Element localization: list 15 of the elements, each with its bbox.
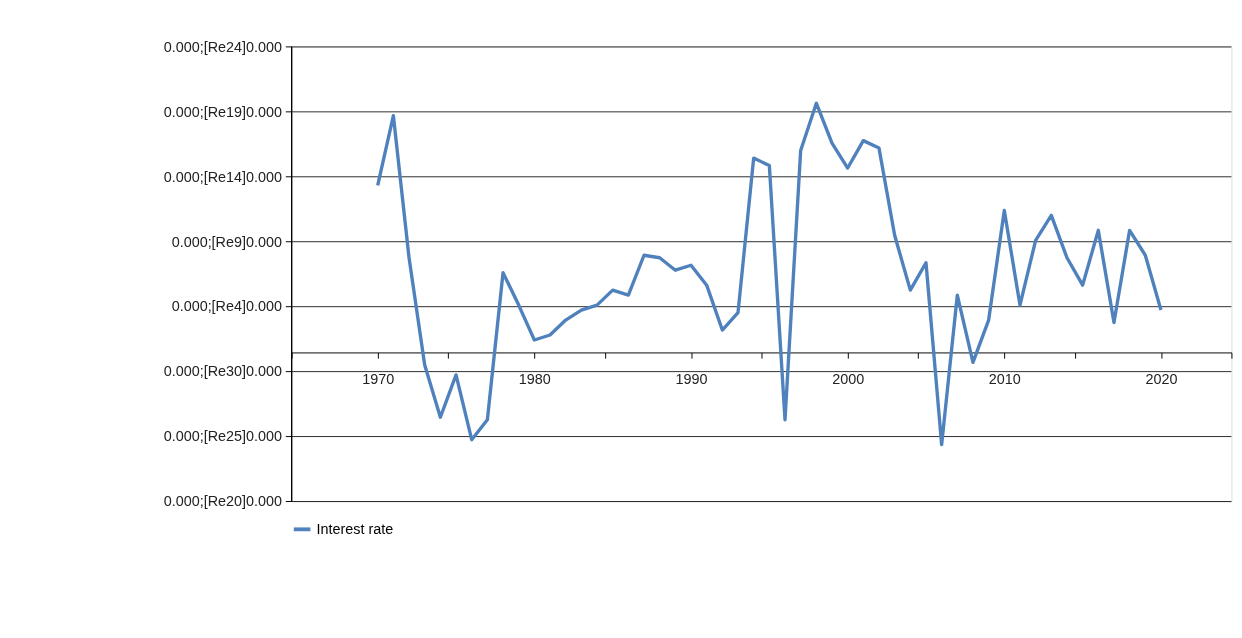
text: 0.000;[Re20]0.000 <box>163 493 282 510</box>
text: 0.000;[Re19]0.000 <box>163 103 282 120</box>
text: 0.000;[Re30]0.000 <box>163 363 282 380</box>
x-tick-label: 1990 <box>675 370 708 387</box>
legend-label: Interest rate <box>316 521 394 538</box>
x-tick-label: 1980 <box>518 370 551 387</box>
x-tick-label: 2020 <box>1145 370 1178 387</box>
x-tick-label: 2010 <box>988 370 1021 387</box>
text: 0.000;[Re4]0.000 <box>171 298 282 315</box>
x-tick-label: 2000 <box>832 370 865 387</box>
text: 0.000;[Re25]0.000 <box>163 428 282 445</box>
text: 0.000;[Re14]0.000 <box>163 168 282 185</box>
x-tick-label: 1970 <box>362 370 395 387</box>
text: 0.000;[Re24]0.000 <box>163 38 282 55</box>
text: 0.000;[Re9]0.000 <box>171 233 282 250</box>
